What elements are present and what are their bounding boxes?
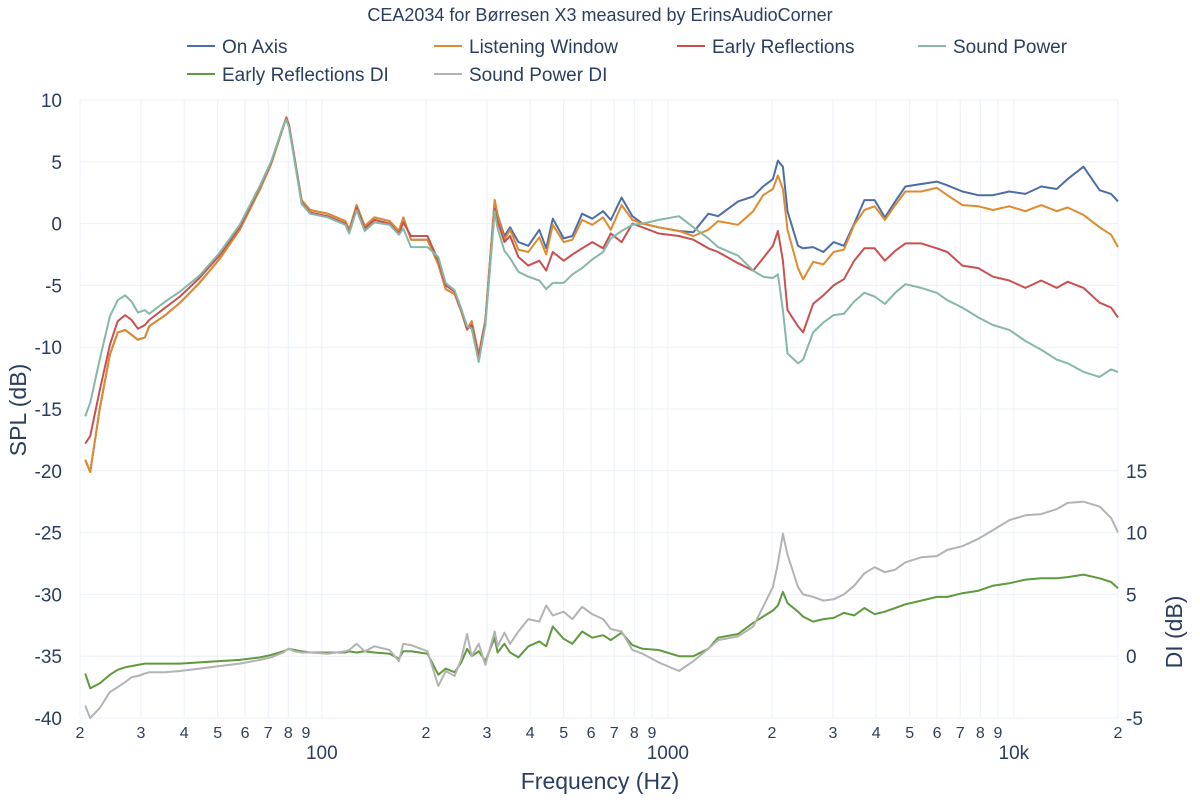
legend: On Axis Listening Window Early Reflections… (187, 37, 1068, 86)
legend-item: Sound Power DI (434, 65, 607, 86)
legend-item: Early Reflections (677, 37, 855, 58)
legend-label: On Axis (222, 37, 287, 58)
series-line-early-reflections-di (84, 573, 1119, 690)
legend-item: Listening Window (434, 37, 618, 58)
legend-label: Sound Power (953, 37, 1068, 58)
x-tick-label: 6 (587, 725, 596, 742)
x-tick-label: 8 (630, 725, 639, 742)
x-tick-label: 2 (768, 725, 777, 742)
y-tick-label: 5 (51, 153, 62, 174)
y-tick-label: -15 (35, 400, 62, 421)
x-tick-label: 7 (956, 725, 965, 742)
x-tick-label-major: 1000 (647, 743, 689, 764)
y-tick-label: -35 (35, 647, 62, 668)
x-tick-label: 9 (648, 725, 657, 742)
x-tick-label: 3 (828, 725, 837, 742)
x-tick-label: 7 (264, 725, 273, 742)
y-tick-label: -25 (35, 524, 62, 545)
x-tick-label: 4 (526, 725, 535, 742)
y-axis-title: SPL (dB) (5, 364, 31, 456)
x-tick-label: 9 (994, 725, 1003, 742)
legend-item: On Axis (187, 37, 287, 58)
y2-tick-label: 5 (1126, 585, 1137, 606)
legend-item: Sound Power (918, 37, 1068, 58)
chart-title: CEA2034 for Børresen X3 measured by Erin… (367, 5, 832, 25)
y-tick-label: -40 (35, 709, 62, 730)
y-tick-label: -10 (35, 338, 62, 359)
x-axis-title: Frequency (Hz) (521, 768, 679, 794)
x-tick-label: 4 (180, 725, 189, 742)
y2-tick-label: -5 (1126, 709, 1143, 730)
y2-tick-label: 10 (1126, 524, 1147, 545)
legend-label: Early Reflections (712, 37, 855, 58)
x-tick-label: 7 (610, 725, 619, 742)
x-tick-label: 2 (1114, 725, 1123, 742)
grid (79, 99, 1119, 719)
x-tick-label-major: 100 (306, 743, 338, 764)
y-tick-label: 0 (51, 215, 62, 236)
x-tick-label: 2 (76, 725, 85, 742)
legend-label: Sound Power DI (469, 65, 607, 86)
x-tick-label-major: 10k (999, 743, 1030, 764)
y-tick-label: -5 (45, 276, 62, 297)
series-line-sound-power-di (84, 500, 1119, 719)
x-tick-label: 8 (284, 725, 293, 742)
series-line-sound-power (84, 118, 1119, 417)
x-tick-label: 2 (422, 725, 431, 742)
legend-item: Early Reflections DI (187, 65, 389, 86)
x-tick-label: 5 (905, 725, 914, 742)
x-tick-label: 6 (241, 725, 250, 742)
legend-label: Listening Window (469, 37, 618, 58)
y-tick-label: -20 (35, 462, 62, 483)
x-tick-label: 5 (213, 725, 222, 742)
series-line-on-axis (84, 116, 1119, 473)
x-tick-label: 3 (482, 725, 491, 742)
x-tick-label: 6 (933, 725, 942, 742)
x-tick-label: 9 (302, 725, 311, 742)
legend-label: Early Reflections DI (222, 65, 389, 86)
series-line-early-reflections (84, 117, 1119, 445)
x-tick-label: 5 (559, 725, 568, 742)
y-tick-label: -30 (35, 585, 62, 606)
y2-tick-label: 15 (1126, 462, 1147, 483)
series-line-listening-window (84, 116, 1119, 473)
x-tick-label: 3 (136, 725, 145, 742)
y2-axis-title: DI (dB) (1161, 596, 1187, 669)
series-lines (84, 116, 1119, 719)
x-tick-label: 4 (872, 725, 881, 742)
y2-tick-label: 0 (1126, 647, 1137, 668)
x-tick-label: 8 (976, 725, 985, 742)
y-tick-label: 10 (41, 91, 62, 112)
